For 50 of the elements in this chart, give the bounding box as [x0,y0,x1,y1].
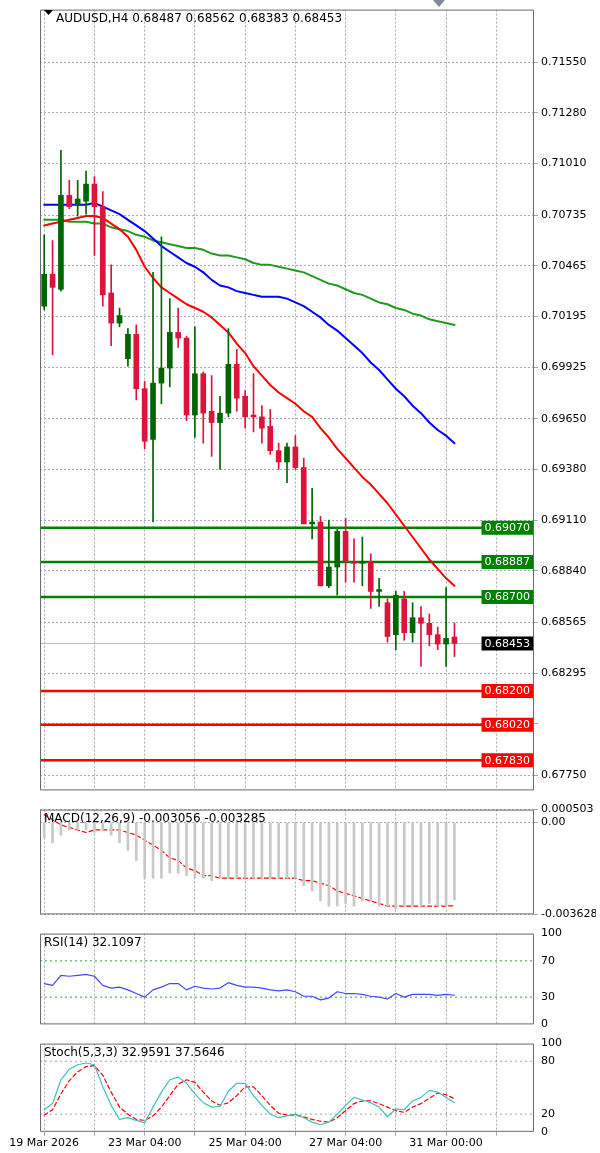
y-tick-label: 30 [541,990,555,1004]
ref-line-label: 0.68453 [484,636,531,650]
y-tick-label: 70 [541,953,555,967]
ref-line-label: 0.67830 [484,753,531,767]
x-tick-label: 27 Mar 04:00 [308,1136,383,1150]
x-tick-label: 25 Mar 04:00 [208,1136,282,1150]
chart-title: AUDUSD,H4 0.68487 0.68562 0.68383 0.68453 [56,10,343,25]
y-tick-label: 0.68295 [541,665,587,679]
x-tick-label: 23 Mar 04:00 [107,1136,182,1150]
y-tick-label: 0.70195 [541,309,587,323]
line-series [43,814,456,907]
candlestick [443,587,449,667]
candlestick [217,395,223,470]
candlestick [376,577,382,607]
chart-title: MACD(12,26,9) -0.003056 -0.003285 [44,810,266,825]
y-tick-label: 100 [541,1036,562,1050]
y-tick-label: 80 [541,1054,555,1068]
y-tick-label: 100 [541,926,562,940]
candlestick [74,180,81,217]
ref-line-label: 0.68887 [484,555,531,569]
y-tick-label: 0.71550 [541,55,587,69]
ref-line-label: 0.68020 [484,718,531,732]
x-tick-label: 31 Mar 00:00 [409,1136,483,1150]
y-tick-label: 0.000503 [541,802,594,816]
candlestick [351,538,357,583]
chart-title: RSI(14) 32.1097 [44,934,142,949]
y-tick-label: -0.003628 [541,907,598,921]
y-tick-label: 0.70465 [541,258,587,272]
y-tick-label: 0.00 [541,815,566,829]
y-tick-label: 0.69380 [541,462,587,476]
y-tick-label: 20 [541,1107,555,1121]
y-tick-label: 0 [541,1017,548,1031]
y-tick-label: 0.68840 [541,563,587,577]
y-tick-label: 0.69110 [541,512,587,526]
y-tick-label: 0 [541,1124,548,1138]
candlestick [418,606,424,667]
ref-line-label: 0.69070 [484,520,531,534]
y-tick-label: 0.71010 [541,156,587,170]
ref-line-label: 0.68700 [484,590,531,604]
x-tick-label: 19 Mar 2026 [9,1136,80,1150]
candlestick [175,307,181,348]
y-tick-label: 0.71280 [541,105,587,119]
y-tick-label: 0.69650 [541,411,587,425]
candlestick [150,272,156,523]
y-tick-label: 0.70735 [541,207,587,221]
y-tick-label: 0.67750 [541,768,587,782]
chart-title: Stoch(5,3,3) 32.9591 37.5646 [44,1044,225,1059]
ref-line-label: 0.68200 [484,684,531,698]
y-tick-label: 0.69925 [541,360,587,374]
y-tick-label: 0.68565 [541,615,587,629]
